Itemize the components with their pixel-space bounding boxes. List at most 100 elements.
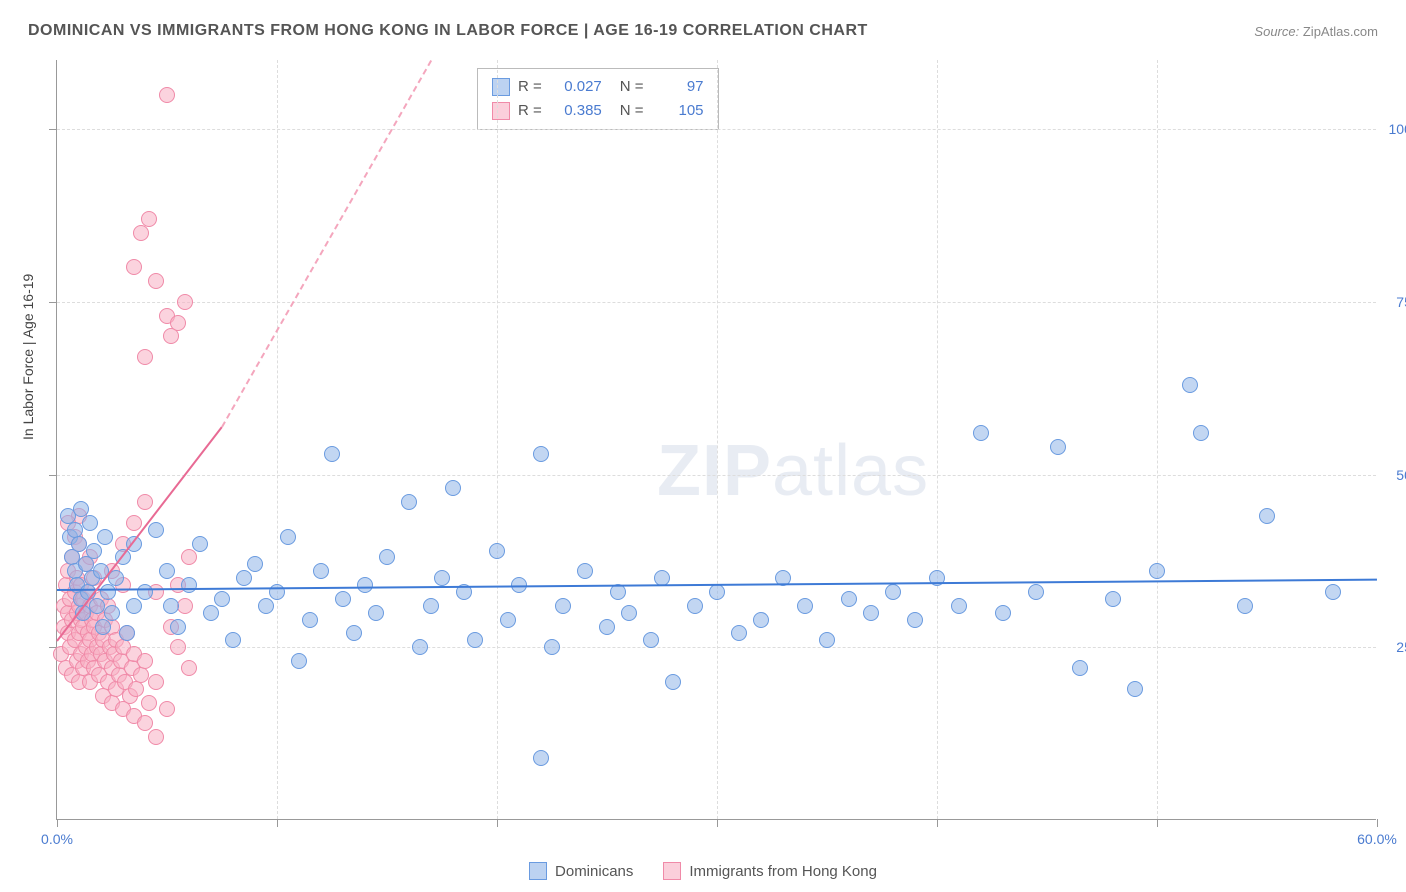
scatter-point-blue xyxy=(247,556,263,572)
legend-label: Dominicans xyxy=(555,863,633,880)
stats-legend-box: R =0.027N =97R = 0.385 N = 105 xyxy=(477,68,719,130)
legend-swatch-pink xyxy=(663,862,681,880)
scatter-point-blue xyxy=(291,653,307,669)
scatter-point-pink xyxy=(137,653,153,669)
y-tick xyxy=(49,475,57,476)
scatter-point-pink xyxy=(137,494,153,510)
stat-n-label: N = xyxy=(620,75,644,99)
scatter-point-blue xyxy=(577,563,593,579)
scatter-point-blue xyxy=(951,598,967,614)
source-name: ZipAtlas.com xyxy=(1303,24,1378,39)
y-tick-label: 25.0% xyxy=(1396,639,1406,655)
scatter-point-blue xyxy=(368,605,384,621)
x-tick xyxy=(277,819,278,827)
legend-item: Immigrants from Hong Kong xyxy=(663,862,877,880)
scatter-point-pink xyxy=(126,259,142,275)
scatter-point-blue xyxy=(357,577,373,593)
scatter-point-blue xyxy=(71,536,87,552)
scatter-point-blue xyxy=(225,632,241,648)
scatter-point-blue xyxy=(1193,425,1209,441)
scatter-point-pink xyxy=(148,273,164,289)
scatter-point-blue xyxy=(214,591,230,607)
stat-n-value: 105 xyxy=(652,99,704,123)
scatter-point-blue xyxy=(89,598,105,614)
legend-swatch-blue xyxy=(492,78,510,96)
scatter-point-blue xyxy=(1259,508,1275,524)
scatter-point-blue xyxy=(86,543,102,559)
gridline-vertical xyxy=(717,60,718,819)
scatter-point-blue xyxy=(401,494,417,510)
scatter-point-blue xyxy=(863,605,879,621)
scatter-point-blue xyxy=(819,632,835,648)
scatter-point-blue xyxy=(258,598,274,614)
scatter-point-blue xyxy=(181,577,197,593)
scatter-point-blue xyxy=(731,625,747,641)
stats-row: R =0.027N =97 xyxy=(492,75,704,99)
scatter-point-blue xyxy=(100,584,116,600)
legend-item: Dominicans xyxy=(529,862,633,880)
scatter-point-blue xyxy=(126,598,142,614)
scatter-point-pink xyxy=(170,639,186,655)
scatter-point-pink xyxy=(137,349,153,365)
scatter-point-blue xyxy=(533,446,549,462)
x-tick xyxy=(1377,819,1378,827)
x-tick-label: 0.0% xyxy=(41,831,73,847)
scatter-point-blue xyxy=(148,522,164,538)
scatter-point-blue xyxy=(753,612,769,628)
scatter-point-blue xyxy=(797,598,813,614)
scatter-point-blue xyxy=(82,515,98,531)
scatter-point-pink xyxy=(159,87,175,103)
scatter-point-blue xyxy=(97,529,113,545)
x-tick xyxy=(1157,819,1158,827)
x-tick-label: 60.0% xyxy=(1357,831,1397,847)
scatter-point-blue xyxy=(95,619,111,635)
scatter-point-blue xyxy=(104,605,120,621)
gridline-vertical xyxy=(1157,60,1158,819)
watermark-rest: atlas xyxy=(772,431,929,511)
scatter-point-blue xyxy=(1028,584,1044,600)
bottom-legend: Dominicans Immigrants from Hong Kong xyxy=(0,862,1406,880)
scatter-point-blue xyxy=(170,619,186,635)
scatter-point-blue xyxy=(445,480,461,496)
stat-r-label: R = xyxy=(518,75,542,99)
legend-swatch-pink xyxy=(492,102,510,120)
scatter-point-blue xyxy=(1149,563,1165,579)
scatter-point-blue xyxy=(643,632,659,648)
legend-swatch-blue xyxy=(529,862,547,880)
scatter-point-blue xyxy=(302,612,318,628)
legend-label: Immigrants from Hong Kong xyxy=(689,863,877,880)
scatter-point-pink xyxy=(159,701,175,717)
stat-r-label: R = xyxy=(518,99,542,123)
scatter-point-blue xyxy=(500,612,516,628)
x-tick xyxy=(937,819,938,827)
gridline-vertical xyxy=(937,60,938,819)
scatter-point-blue xyxy=(1182,377,1198,393)
gridline-vertical xyxy=(277,60,278,819)
scatter-point-blue xyxy=(467,632,483,648)
scatter-point-blue xyxy=(489,543,505,559)
scatter-point-blue xyxy=(236,570,252,586)
source-label: Source: xyxy=(1254,24,1299,39)
x-tick xyxy=(57,819,58,827)
trendline-pink-dash xyxy=(221,60,432,427)
scatter-point-blue xyxy=(1237,598,1253,614)
scatter-point-pink xyxy=(133,667,149,683)
watermark: ZIPatlas xyxy=(657,430,929,512)
x-tick xyxy=(497,819,498,827)
scatter-point-blue xyxy=(621,605,637,621)
watermark-bold: ZIP xyxy=(657,431,772,511)
scatter-point-blue xyxy=(1072,660,1088,676)
scatter-point-blue xyxy=(533,750,549,766)
scatter-point-pink xyxy=(133,225,149,241)
scatter-point-blue xyxy=(119,625,135,641)
scatter-point-blue xyxy=(709,584,725,600)
stat-r-value: 0.385 xyxy=(550,99,602,123)
scatter-point-blue xyxy=(379,549,395,565)
scatter-point-blue xyxy=(885,584,901,600)
scatter-point-pink xyxy=(137,715,153,731)
y-tick-label: 100.0% xyxy=(1389,121,1406,137)
scatter-point-blue xyxy=(203,605,219,621)
chart-plot-area: R =0.027N =97R =0.385N =105 ZIPatlas 25.… xyxy=(56,60,1376,820)
scatter-point-blue xyxy=(1105,591,1121,607)
y-axis-title: In Labor Force | Age 16-19 xyxy=(20,274,36,440)
